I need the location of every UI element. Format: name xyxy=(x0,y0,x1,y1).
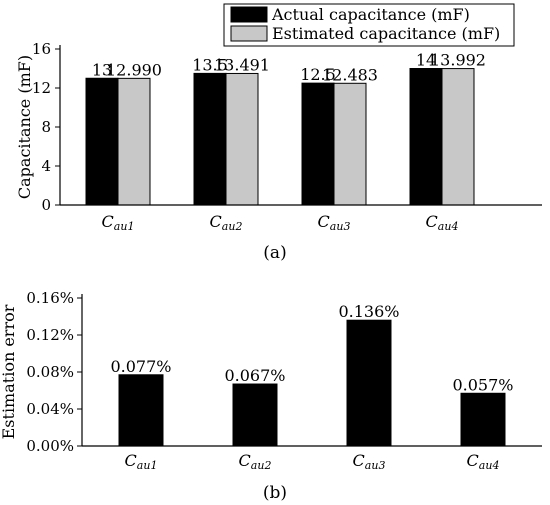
data-label: 12.483 xyxy=(322,65,378,84)
y-tick-label: 0.16% xyxy=(26,289,74,307)
x-tick-label: Cau2 xyxy=(239,451,272,472)
data-label: 0.136% xyxy=(338,302,399,321)
data-label: 0.077% xyxy=(110,357,171,376)
y-tick-label: 0 xyxy=(41,196,51,214)
legend-box xyxy=(223,3,515,47)
bar xyxy=(232,383,278,447)
data-label: 13.992 xyxy=(430,51,486,70)
y-tick-label: 12 xyxy=(32,79,51,97)
y-axis-title: Capacitance (mF) xyxy=(15,55,34,199)
y-tick-label: 8 xyxy=(41,118,51,136)
legend: Actual capacitance (mF)Estimated capacit… xyxy=(223,3,515,47)
bar xyxy=(225,72,259,206)
bar xyxy=(346,319,392,447)
data-label: 12.990 xyxy=(106,60,162,79)
x-tick-label: Cau3 xyxy=(318,212,351,233)
data-label: 0.057% xyxy=(452,375,513,394)
panel-label: (a) xyxy=(263,243,286,263)
data-label: 13.491 xyxy=(214,55,270,74)
bar xyxy=(117,77,151,206)
x-tick-label: Cau1 xyxy=(102,212,135,233)
x-tick-label: Cau1 xyxy=(125,451,158,472)
y-tick-label: 16 xyxy=(32,40,51,58)
y-tick-label: 0.04% xyxy=(26,400,74,418)
data-label: 14 xyxy=(416,51,436,70)
x-tick-label: Cau4 xyxy=(426,212,459,233)
bar xyxy=(85,77,119,206)
x-tick-label: Cau2 xyxy=(210,212,243,233)
chart-b: 0.00% 0.04% 0.08% 0.12% 0.16% Estimation erro… xyxy=(0,289,542,503)
panel-label: (b) xyxy=(263,483,287,503)
y-tick-label: 0.08% xyxy=(26,363,74,381)
bar xyxy=(193,72,227,206)
data-label: 12.5 xyxy=(300,65,336,84)
legend-swatch xyxy=(230,25,268,42)
legend-label: Actual capacitance (mF) xyxy=(271,5,470,24)
bar xyxy=(301,82,335,206)
bar xyxy=(441,68,475,206)
data-label: 13.5 xyxy=(192,55,228,74)
y-tick-label: 0.12% xyxy=(26,326,74,344)
bar xyxy=(460,392,506,447)
data-label: 13 xyxy=(92,60,112,79)
data-label: 0.067% xyxy=(224,366,285,385)
x-tick-label: Cau3 xyxy=(353,451,386,472)
y-tick-label: 0.00% xyxy=(26,437,74,455)
y-tick-label: 4 xyxy=(41,157,51,175)
legend-label: Estimated capacitance (mF) xyxy=(272,24,500,43)
bar xyxy=(333,82,367,206)
x-tick-label: Cau4 xyxy=(467,451,500,472)
bar xyxy=(118,374,164,447)
y-axis-title: Estimation error xyxy=(0,304,18,439)
legend-swatch xyxy=(230,6,268,23)
bar xyxy=(409,68,443,206)
